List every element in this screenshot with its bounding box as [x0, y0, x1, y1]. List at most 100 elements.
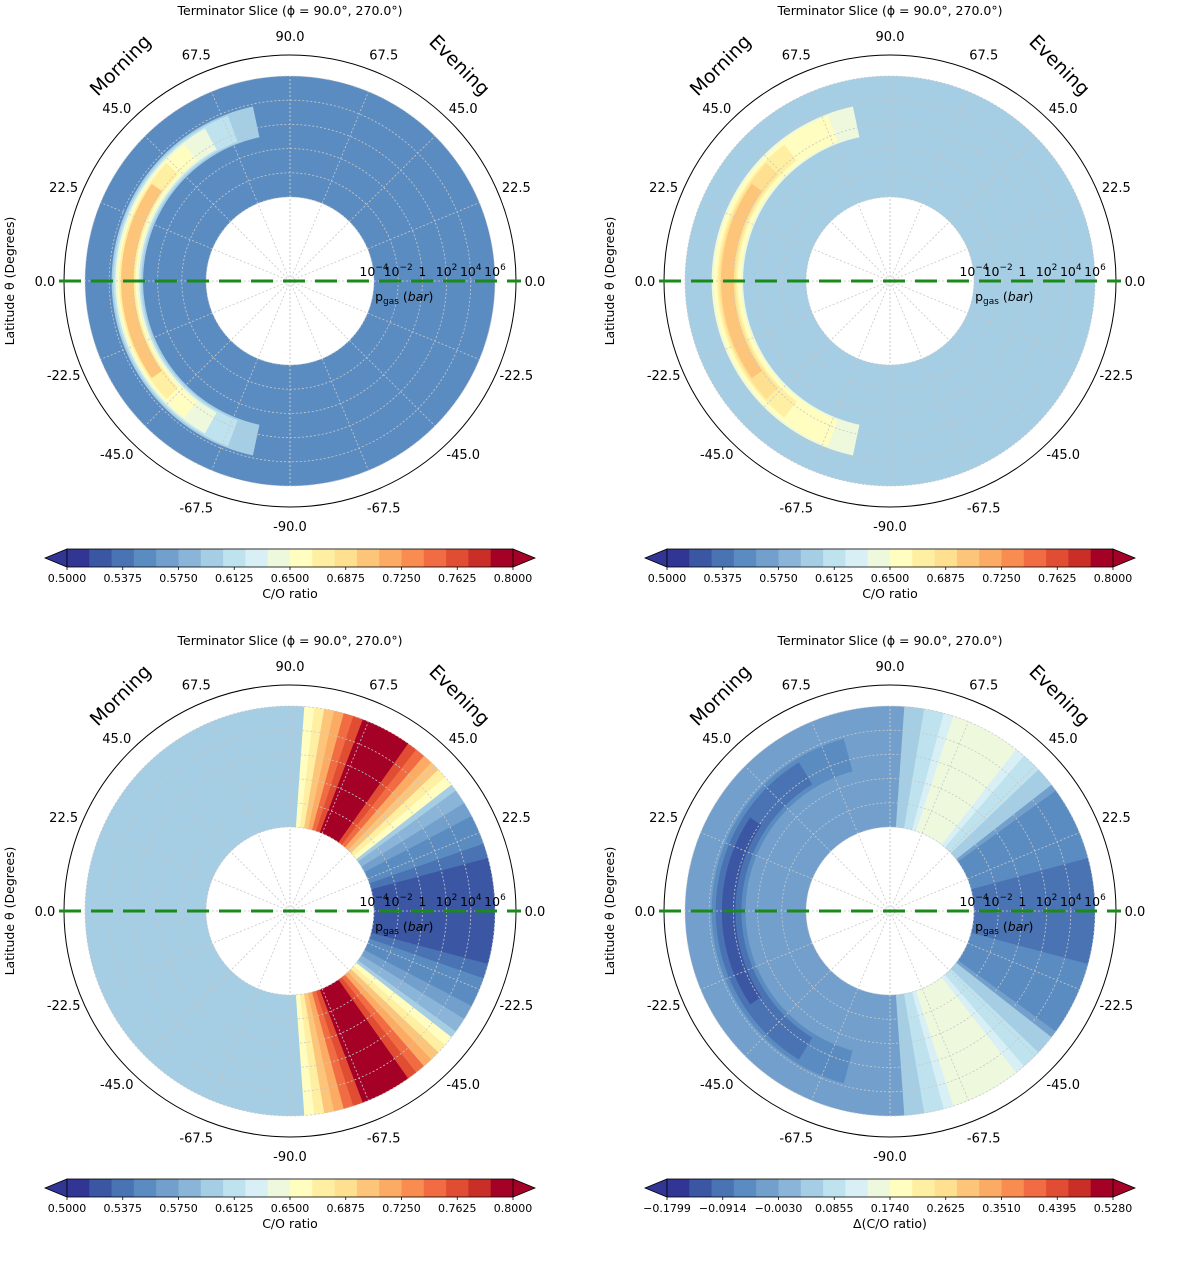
pressure-tick-label: 106	[1084, 263, 1106, 279]
colorbar-swatch	[446, 549, 469, 567]
colorbar-swatch	[468, 549, 492, 567]
colorbar-swatch	[890, 549, 913, 567]
colorbar-swatch	[979, 1179, 1002, 1197]
latitude-ticks: 90.0 67.5 45.0 22.5 0.0 -22.5 -45.0 -67.5 -90.0 6…	[35, 660, 546, 1165]
colorbar-swatch	[1068, 549, 1092, 567]
lat-tick-label: 67.5	[782, 49, 811, 64]
lat-tick-label: 45.0	[702, 102, 731, 117]
colorbar-tick-label: 0.6875	[327, 1202, 366, 1215]
colorbar-swatch	[200, 549, 224, 567]
colorbar-label: C/O ratio	[862, 586, 918, 601]
colorbar-swatch	[823, 549, 846, 567]
lat-tick-label: -45.0	[446, 448, 480, 463]
polar-panel-4: Terminator Slice (ϕ = 90.0°, 270.0°) 90.0…	[600, 630, 1200, 1260]
lat-tick-label: -22.5	[1100, 369, 1134, 384]
colorbar-swatch	[800, 549, 824, 567]
colorbar-tick-label: 0.6125	[215, 572, 254, 585]
colorbar-swatch	[290, 549, 313, 567]
morning-label: Morning	[86, 31, 156, 101]
lat-tick-label: 67.5	[182, 49, 211, 64]
colorbar-high-arrow	[512, 548, 537, 568]
colorbar-tick-label: 0.1740	[871, 1202, 910, 1215]
lat-tick-label: 67.5	[369, 49, 398, 64]
lat-tick-label: 90.0	[876, 660, 905, 675]
crescent-band	[721, 183, 763, 379]
colorbar-swatch	[401, 549, 425, 567]
chart-title: Terminator Slice (ϕ = 90.0°, 270.0°)	[177, 3, 403, 18]
colorbar-swatch	[778, 549, 802, 567]
pressure-tick-label: 1	[418, 264, 426, 279]
feature-crescent-1	[711, 106, 860, 456]
colorbar: 0.5000 0.5375 0.5750 0.6125 0.6500 0.6875 0.72…	[43, 548, 537, 601]
lat-tick-label: 45.0	[1049, 102, 1078, 117]
colorbar-label: C/O ratio	[262, 586, 318, 601]
colorbar-swatch	[912, 1179, 935, 1197]
colorbar-swatch	[667, 549, 690, 567]
colorbar-swatch	[401, 1179, 425, 1197]
colorbar-tick-label: 0.0855	[815, 1202, 854, 1215]
colorbar-label: C/O ratio	[262, 1216, 318, 1231]
polar-chart-4: Terminator Slice (ϕ = 90.0°, 270.0°) 90.0…	[602, 633, 1145, 1231]
colorbar-high-arrow	[1112, 548, 1137, 568]
colorbar-swatch	[67, 549, 90, 567]
colorbar-tick-label: 0.5000	[48, 572, 87, 585]
chart-title: Terminator Slice (ϕ = 90.0°, 270.0°)	[177, 633, 403, 648]
colorbar-low-arrow	[43, 1178, 68, 1198]
colorbar-swatch	[711, 549, 735, 567]
colorbar-swatch	[423, 549, 447, 567]
lat-tick-label: -90.0	[873, 520, 907, 535]
colorbar-swatch	[956, 1179, 980, 1197]
pressure-axis-label: pgas (bar)	[975, 289, 1033, 307]
latitude-ticks: 90.0 67.5 45.0 22.5 0.0 -22.5 -45.0 -67.5 -90.0 6…	[35, 30, 546, 535]
colorbar-swatch	[956, 549, 980, 567]
lat-tick-label: -67.5	[179, 501, 213, 516]
colorbar: −0.1799 −0.0914 −0.0030 0.0855 0.1740 0.2625 0…	[643, 1178, 1137, 1231]
lat-tick-label: 22.5	[502, 811, 531, 826]
polar-panel-3: Terminator Slice (ϕ = 90.0°, 270.0°) 90.0…	[0, 630, 600, 1260]
lat-tick-label: -67.5	[779, 501, 813, 516]
colorbar-swatch	[890, 1179, 913, 1197]
lat-tick-label: -90.0	[273, 1150, 307, 1165]
pressure-tick-label: 106	[484, 893, 506, 909]
colorbar-swatch	[867, 549, 891, 567]
pressure-tick-label: 1	[418, 894, 426, 909]
evening-label: Evening	[424, 31, 494, 101]
pressure-tick-label: 106	[484, 263, 506, 279]
morning-label: Morning	[686, 661, 756, 731]
colorbar-swatch	[1046, 1179, 1069, 1197]
lat-tick-label: -67.5	[967, 501, 1001, 516]
feature-wedge-2	[295, 962, 452, 1116]
lat-tick-label: 0.0	[35, 905, 56, 920]
colorbar-high-arrow	[1112, 1178, 1137, 1198]
colorbar-tick-label: −0.0030	[755, 1202, 803, 1215]
colorbar-swatch	[912, 549, 935, 567]
colorbar-tick-label: 0.6500	[871, 572, 910, 585]
colorbar-tick-label: −0.0914	[699, 1202, 747, 1215]
colorbar-tick-label: 0.3510	[982, 1202, 1021, 1215]
polar-panel-2: Terminator Slice (ϕ = 90.0°, 270.0°) 90.0…	[600, 0, 1200, 630]
colorbar-swatch	[845, 549, 869, 567]
colorbar-tick-label: 0.5375	[704, 572, 743, 585]
lat-tick-label: 67.5	[182, 679, 211, 694]
lat-tick-label: 67.5	[782, 679, 811, 694]
colorbar-swatch	[133, 549, 157, 567]
pressure-tick-label: 1	[1018, 264, 1026, 279]
pressure-tick-label: 1	[1018, 894, 1026, 909]
colorbar-swatch	[689, 549, 712, 567]
lat-tick-label: 45.0	[102, 102, 131, 117]
colorbar-swatch	[1046, 549, 1069, 567]
colorbar-swatch	[133, 1179, 157, 1197]
feature-wedge-2	[895, 706, 1052, 860]
crescent-band	[121, 183, 163, 379]
lat-tick-label: -67.5	[967, 1131, 1001, 1146]
wedge-band	[372, 872, 496, 950]
lat-tick-label: -67.5	[367, 1131, 401, 1146]
morning-label: Morning	[86, 661, 156, 731]
colorbar-swatch	[178, 549, 202, 567]
colorbar-swatch	[245, 549, 269, 567]
colorbar-tick-label: 0.7625	[438, 1202, 477, 1215]
colorbar-swatch	[1090, 549, 1114, 567]
colorbar-tick-label: 0.7250	[982, 572, 1021, 585]
colorbar-tick-label: 0.8000	[494, 572, 533, 585]
